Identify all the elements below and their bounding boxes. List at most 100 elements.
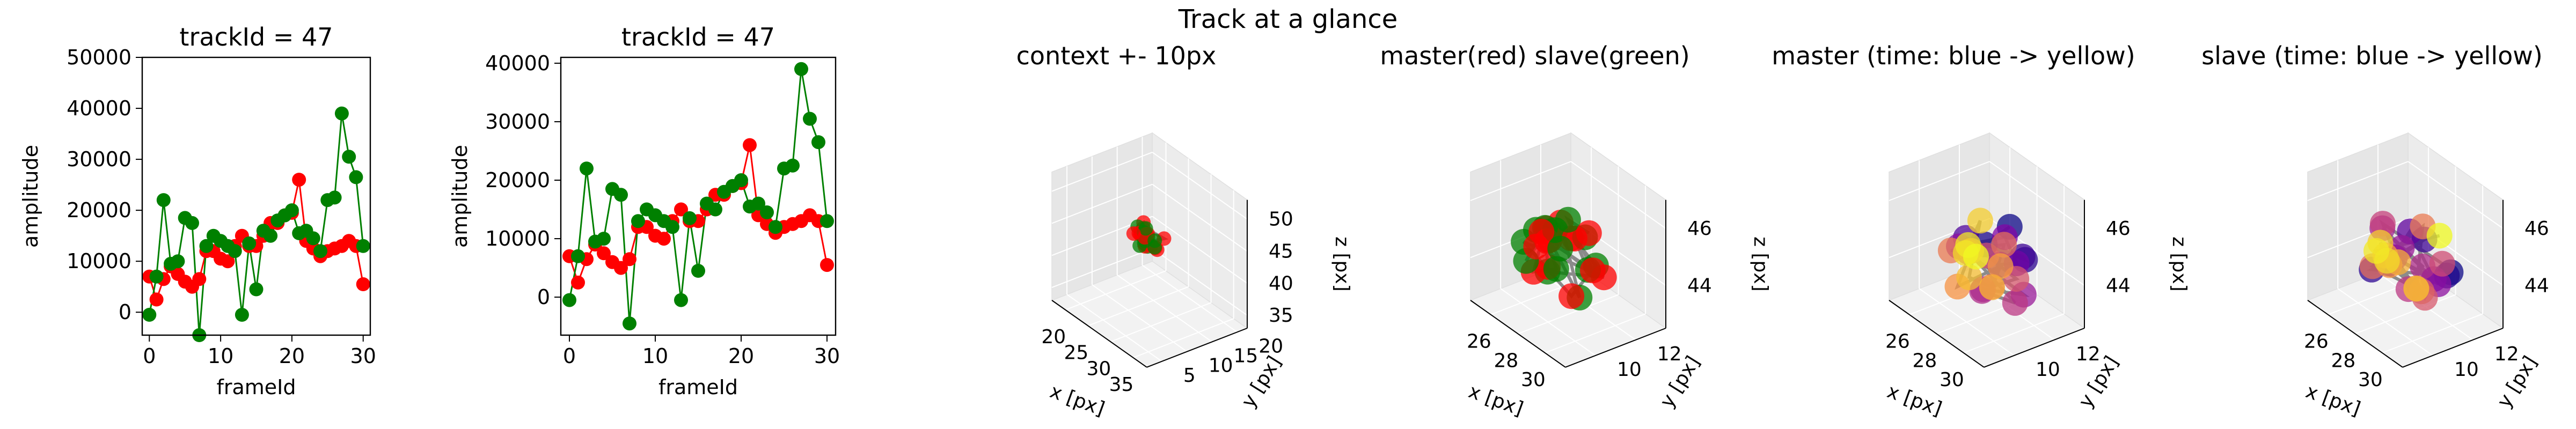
data-point <box>327 190 342 205</box>
y-tick-label: 10000 <box>67 249 131 273</box>
data-point <box>571 275 585 290</box>
y-axis-line <box>1984 328 2085 368</box>
data-point <box>149 292 164 307</box>
scatter-point <box>1138 221 1153 236</box>
data-point <box>665 220 679 234</box>
y-tick-label: 0 <box>537 285 550 309</box>
data-point <box>199 239 214 253</box>
z-axis-label: z [px] <box>1331 236 1353 292</box>
data-point <box>356 277 370 291</box>
x-tick-label: 10 <box>208 344 233 368</box>
scatter-point <box>1580 257 1606 284</box>
scatter-point <box>1126 226 1141 241</box>
grid-line <box>1141 264 1238 333</box>
grid-line <box>1989 161 2085 229</box>
data-point <box>342 150 356 164</box>
data-point <box>249 282 264 297</box>
grid-line <box>1470 161 1571 201</box>
x-tick-label: 0 <box>563 344 576 368</box>
x-tick-label: 20 <box>1041 326 1066 348</box>
x-tick-label: 10 <box>642 344 668 368</box>
scatter-point <box>1963 243 1989 270</box>
y-tick-label: 10 <box>1617 359 1642 381</box>
y-axis-label: amplitude <box>448 145 472 248</box>
scatter-point <box>1576 220 1602 246</box>
data-point <box>562 293 576 307</box>
y-tick-label: 12 <box>1657 343 1682 365</box>
scatter-point <box>1956 264 1982 291</box>
data-point <box>769 220 782 234</box>
x-tick-label: 20 <box>728 344 754 368</box>
y-tick-label: 15 <box>1234 345 1258 367</box>
series-line-2 <box>148 113 364 336</box>
grid-line <box>1545 313 1646 354</box>
x-tick-label: 30 <box>2358 369 2383 391</box>
x-tick-label: 26 <box>1467 331 1491 353</box>
x-axis-label: x [px] <box>1466 380 1526 420</box>
z-tick-label: 46 <box>2524 218 2549 240</box>
scatter-point <box>2363 238 2389 264</box>
scatter-point <box>2002 290 2028 316</box>
series-line-2 <box>568 69 828 324</box>
x-tick-label: 30 <box>814 344 840 368</box>
z-tick-label: 35 <box>1269 305 1293 327</box>
x-tick-label: 30 <box>1086 358 1111 380</box>
x-axis-label: x [px] <box>2303 380 2363 420</box>
grid-line <box>2407 161 2504 229</box>
x-axis-label: frameId <box>658 375 738 399</box>
data-point <box>631 214 645 228</box>
x-tick-label: 0 <box>143 344 156 368</box>
data-point <box>751 196 765 211</box>
z-tick-label: 46 <box>1687 218 1712 240</box>
z-tick-label: 40 <box>1269 272 1293 294</box>
y-tick-label: 5 <box>1183 365 1196 387</box>
y-tick-label: 10 <box>2454 359 2479 381</box>
z-tick-label: 46 <box>2106 218 2131 240</box>
data-point <box>313 244 327 258</box>
data-point <box>811 135 825 150</box>
data-point <box>235 308 249 322</box>
data-point <box>623 316 636 331</box>
scatter-point <box>2429 250 2455 277</box>
grid-line <box>1117 274 1213 343</box>
scatter-point <box>1523 233 1549 260</box>
scatter-point <box>1147 233 1162 248</box>
grid-line <box>1152 216 1248 284</box>
y-tick-label: 10 <box>1209 355 1233 377</box>
data-point <box>691 264 705 278</box>
grid-line <box>1152 183 1248 252</box>
line-chart-1: 0 10 20 30 0 10000 20000 30000 40000 50000 trackId… <box>19 23 376 399</box>
y-tick-label: 40000 <box>485 51 550 75</box>
x-tick-label: 25 <box>1064 342 1088 364</box>
scatter-point <box>1547 235 1574 262</box>
grid-line <box>1088 286 1189 327</box>
grid-line <box>1152 152 1248 220</box>
data-point <box>264 228 278 243</box>
x-axis-label: x [px] <box>1047 380 1108 420</box>
y-tick-label: 0 <box>119 300 131 324</box>
grid-line <box>1133 318 1234 358</box>
y-axis-line <box>1146 328 1248 368</box>
scatter-point <box>2410 253 2436 279</box>
y-axis-line <box>1565 328 1666 368</box>
grid-line <box>1065 270 1166 310</box>
chart-title: master (time: blue -> yellow) <box>1772 41 2135 70</box>
chart-title: slave (time: blue -> yellow) <box>2201 41 2543 70</box>
plot-frame <box>141 56 371 336</box>
plot-frame <box>560 56 837 336</box>
x-tick-label: 35 <box>1109 374 1134 396</box>
data-point <box>228 244 242 258</box>
x-axis-line <box>1470 300 1566 368</box>
data-point <box>221 254 235 269</box>
data-point <box>580 161 594 176</box>
scatter-point <box>1967 208 1993 234</box>
x-tick-label: 30 <box>350 344 376 368</box>
grid-line <box>1919 288 2015 356</box>
scatter-point <box>2369 211 2396 237</box>
z-tick-label: 44 <box>1687 275 1712 297</box>
grid-line <box>2382 313 2483 354</box>
data-point <box>734 173 748 187</box>
data-point <box>597 246 611 261</box>
